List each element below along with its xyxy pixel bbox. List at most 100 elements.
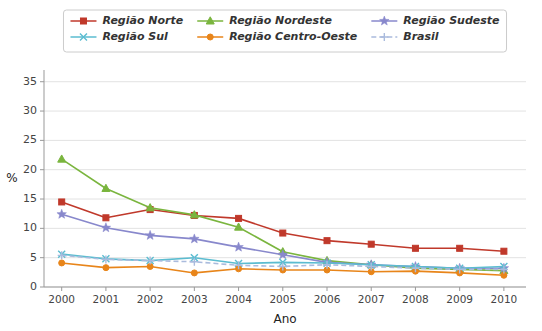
x-tick	[503, 287, 504, 291]
x-tick-label: 2005	[269, 293, 296, 305]
data-point	[58, 155, 66, 162]
legend-marker	[380, 33, 388, 41]
data-point	[101, 223, 111, 232]
y-tick	[40, 140, 44, 141]
legend-marker	[206, 17, 214, 24]
y-tick-label: 20	[23, 163, 37, 176]
y-tick	[40, 199, 44, 200]
x-tick	[282, 287, 283, 291]
legend-label: Região Nordeste	[229, 14, 332, 27]
x-tick	[327, 287, 328, 291]
legend-item: Região Sudeste	[371, 14, 500, 27]
plot-area	[57, 155, 509, 278]
y-tick-label: 15	[23, 192, 37, 205]
x-tick	[415, 287, 416, 291]
data-point	[368, 241, 374, 247]
legend-item: Região Centro-Oeste	[197, 30, 358, 43]
x-axis-line	[44, 287, 526, 288]
data-point	[58, 251, 66, 259]
y-tick	[40, 169, 44, 170]
data-point	[190, 211, 198, 218]
grid-line	[44, 287, 526, 288]
series-line	[62, 159, 504, 270]
y-tick	[40, 81, 44, 82]
x-tick-label: 2010	[491, 293, 518, 305]
data-point	[367, 262, 375, 270]
legend-marker	[380, 16, 390, 25]
axes: 0510152025303520002001200220032004200520…	[23, 70, 526, 305]
legend-marker	[80, 18, 86, 24]
series	[58, 155, 508, 274]
x-axis-label: Ano	[273, 312, 296, 326]
x-tick	[238, 287, 239, 291]
data-point	[145, 230, 155, 239]
grid-line	[44, 228, 526, 229]
y-tick-label: 5	[30, 251, 37, 264]
x-tick-label: 2006	[314, 293, 341, 305]
grid	[44, 82, 526, 287]
data-point	[279, 262, 287, 270]
data-point	[191, 270, 197, 276]
data-point	[146, 204, 154, 211]
data-point	[235, 223, 243, 230]
data-point	[102, 184, 110, 191]
data-point	[190, 258, 198, 266]
series-line	[62, 202, 504, 251]
data-point	[500, 265, 508, 273]
data-point	[280, 230, 286, 236]
x-tick-label: 2004	[225, 293, 252, 305]
data-point	[234, 242, 244, 251]
series	[58, 251, 507, 272]
data-point	[457, 245, 463, 251]
legend-item: Região Nordeste	[197, 14, 332, 27]
x-tick-label: 2000	[48, 293, 75, 305]
y-tick-label: 30	[23, 104, 37, 117]
grid-line	[44, 140, 526, 141]
x-tick-label: 2007	[358, 293, 385, 305]
data-point	[103, 215, 109, 221]
data-point	[323, 261, 331, 269]
x-tick-label: 2003	[181, 293, 208, 305]
legend-marker	[207, 34, 213, 40]
legend-label: Brasil	[403, 30, 439, 43]
y-tick	[40, 228, 44, 229]
data-point	[235, 261, 243, 269]
y-tick-label: 10	[23, 221, 37, 234]
legend-label: Região Centro-Oeste	[229, 30, 358, 43]
legend-label: Região Sul	[102, 30, 168, 43]
y-axis-line	[44, 70, 45, 287]
grid-line	[44, 81, 526, 82]
x-tick	[371, 287, 372, 291]
grid-line	[44, 111, 526, 112]
chart: 0510152025303520002001200220032004200520…	[0, 0, 542, 331]
legend-frame	[63, 10, 506, 52]
grid-line	[44, 169, 526, 170]
legend: Região Norte Região Nordeste Região Sudest…	[63, 10, 506, 52]
data-point	[103, 265, 109, 271]
series	[59, 199, 507, 254]
legend-marker	[80, 34, 87, 41]
x-tick	[105, 287, 106, 291]
y-tick-label: 25	[23, 133, 37, 146]
y-tick	[40, 287, 44, 288]
x-tick	[459, 287, 460, 291]
data-point	[501, 248, 507, 254]
series	[58, 251, 508, 273]
data-point	[102, 255, 110, 263]
x-tick-label: 2009	[446, 293, 473, 305]
data-point	[324, 238, 330, 244]
y-axis-label: %	[6, 171, 17, 185]
data-point	[456, 265, 464, 273]
legend-item: Região Sul	[70, 30, 168, 43]
series	[57, 209, 509, 272]
y-tick-label: 0	[30, 280, 37, 293]
x-tick-label: 2002	[137, 293, 164, 305]
legend-label: Região Norte	[102, 14, 183, 27]
legend-item: Região Norte	[70, 14, 183, 27]
x-tick	[61, 287, 62, 291]
data-point	[278, 250, 288, 259]
y-tick	[40, 257, 44, 258]
data-point	[236, 215, 242, 221]
grid-line	[44, 199, 526, 200]
data-point	[147, 257, 154, 264]
